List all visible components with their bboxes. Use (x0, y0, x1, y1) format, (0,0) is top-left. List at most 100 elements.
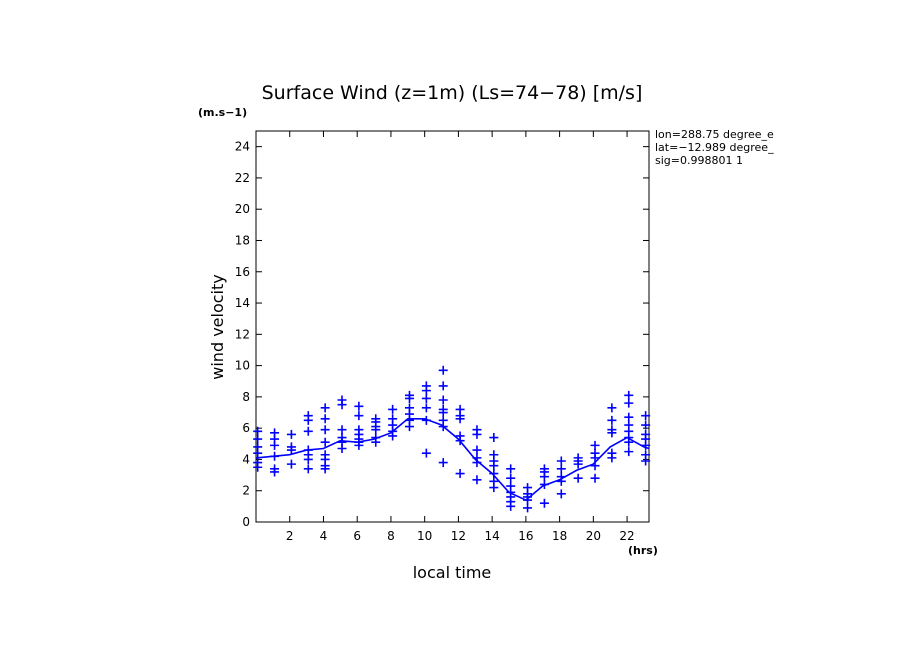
data-point (590, 448, 600, 458)
data-point (607, 415, 617, 425)
info-annotation: lon=288.75 degree_e lat=−12.989 degree_ … (655, 128, 774, 167)
data-point (489, 433, 499, 443)
x-unit-label: (hrs) (628, 544, 658, 557)
data-point (253, 434, 263, 444)
data-point (539, 464, 549, 474)
data-point (303, 464, 313, 474)
data-point (388, 404, 398, 414)
data-point (624, 420, 634, 430)
data-point (455, 431, 465, 441)
data-point (320, 437, 330, 447)
data-point (556, 489, 566, 499)
plot-frame (255, 130, 650, 523)
data-point (320, 425, 330, 435)
y-tick-label: 20 (235, 202, 250, 216)
series-layer (253, 365, 651, 513)
data-point (556, 456, 566, 466)
y-tick-label: 24 (235, 140, 250, 154)
x-tick-label: 2 (286, 529, 294, 543)
data-point (472, 445, 482, 455)
mean-wind-line (255, 418, 650, 502)
data-point (388, 414, 398, 424)
data-point (286, 442, 296, 452)
data-point (421, 393, 431, 403)
y-tick-label: 12 (235, 327, 250, 341)
info-line-lon: lon=288.75 degree_e (655, 128, 774, 141)
data-point (455, 469, 465, 479)
y-axis-label: wind velocity (208, 274, 227, 379)
data-point (303, 411, 313, 421)
data-point (573, 473, 583, 483)
x-tick-label: 16 (518, 529, 533, 543)
x-tick-label: 14 (484, 529, 499, 543)
data-point (506, 481, 516, 491)
x-tick-label: 20 (586, 529, 601, 543)
data-point (472, 475, 482, 485)
data-point (438, 381, 448, 391)
data-point (523, 483, 533, 493)
data-point (404, 390, 414, 400)
data-point (320, 403, 330, 413)
data-point (438, 404, 448, 414)
data-point (641, 429, 651, 439)
data-point (303, 426, 313, 436)
data-point (607, 448, 617, 458)
data-point (421, 381, 431, 391)
data-point (270, 464, 280, 474)
data-point (590, 440, 600, 450)
y-tick-label: 4 (242, 452, 250, 466)
data-point (489, 450, 499, 460)
x-axis-label: local time (413, 563, 492, 582)
data-point (438, 458, 448, 468)
chart-title: Surface Wind (z=1m) (Ls=74−78) [m/s] (262, 82, 643, 104)
x-tick-label: 22 (619, 529, 634, 543)
info-clip-mask (780, 126, 904, 170)
data-point (438, 365, 448, 375)
y-tick-label: 8 (242, 390, 250, 404)
x-tick-label: 8 (387, 529, 395, 543)
data-point (607, 403, 617, 413)
data-point (253, 442, 263, 452)
data-point (253, 426, 263, 436)
x-axis: 2 4 6 8 10 12 14 16 18 20 22 (286, 131, 635, 543)
data-point (354, 425, 364, 435)
data-point (438, 395, 448, 405)
data-point (354, 411, 364, 421)
data-point (590, 473, 600, 483)
y-tick-label: 0 (242, 515, 250, 529)
x-tick-label: 6 (353, 529, 361, 543)
data-point (556, 464, 566, 474)
data-point (354, 401, 364, 411)
data-point (404, 403, 414, 413)
data-point (573, 453, 583, 463)
data-point (641, 411, 651, 421)
data-point (455, 404, 465, 414)
data-point (337, 395, 347, 405)
data-point (286, 459, 296, 469)
x-tick-label: 12 (451, 529, 466, 543)
data-point (320, 450, 330, 460)
data-point (421, 403, 431, 413)
x-tick-label: 10 (417, 529, 432, 543)
y-tick-label: 6 (242, 421, 250, 435)
data-point (472, 425, 482, 435)
y-units-label: (m.s−1) (198, 106, 247, 119)
data-point (320, 414, 330, 424)
data-point (489, 469, 499, 479)
data-point (624, 398, 634, 408)
data-point (371, 414, 381, 424)
data-point (438, 415, 448, 425)
data-point (641, 420, 651, 430)
data-point (489, 476, 499, 486)
data-point (624, 412, 634, 422)
x-tick-label: 4 (320, 529, 328, 543)
y-tick-label: 14 (235, 296, 250, 310)
data-point (624, 447, 634, 457)
info-line-sig: sig=0.998801 1 (655, 154, 743, 167)
data-point (421, 448, 431, 458)
x-tick-label: 18 (552, 529, 567, 543)
data-point (539, 498, 549, 508)
